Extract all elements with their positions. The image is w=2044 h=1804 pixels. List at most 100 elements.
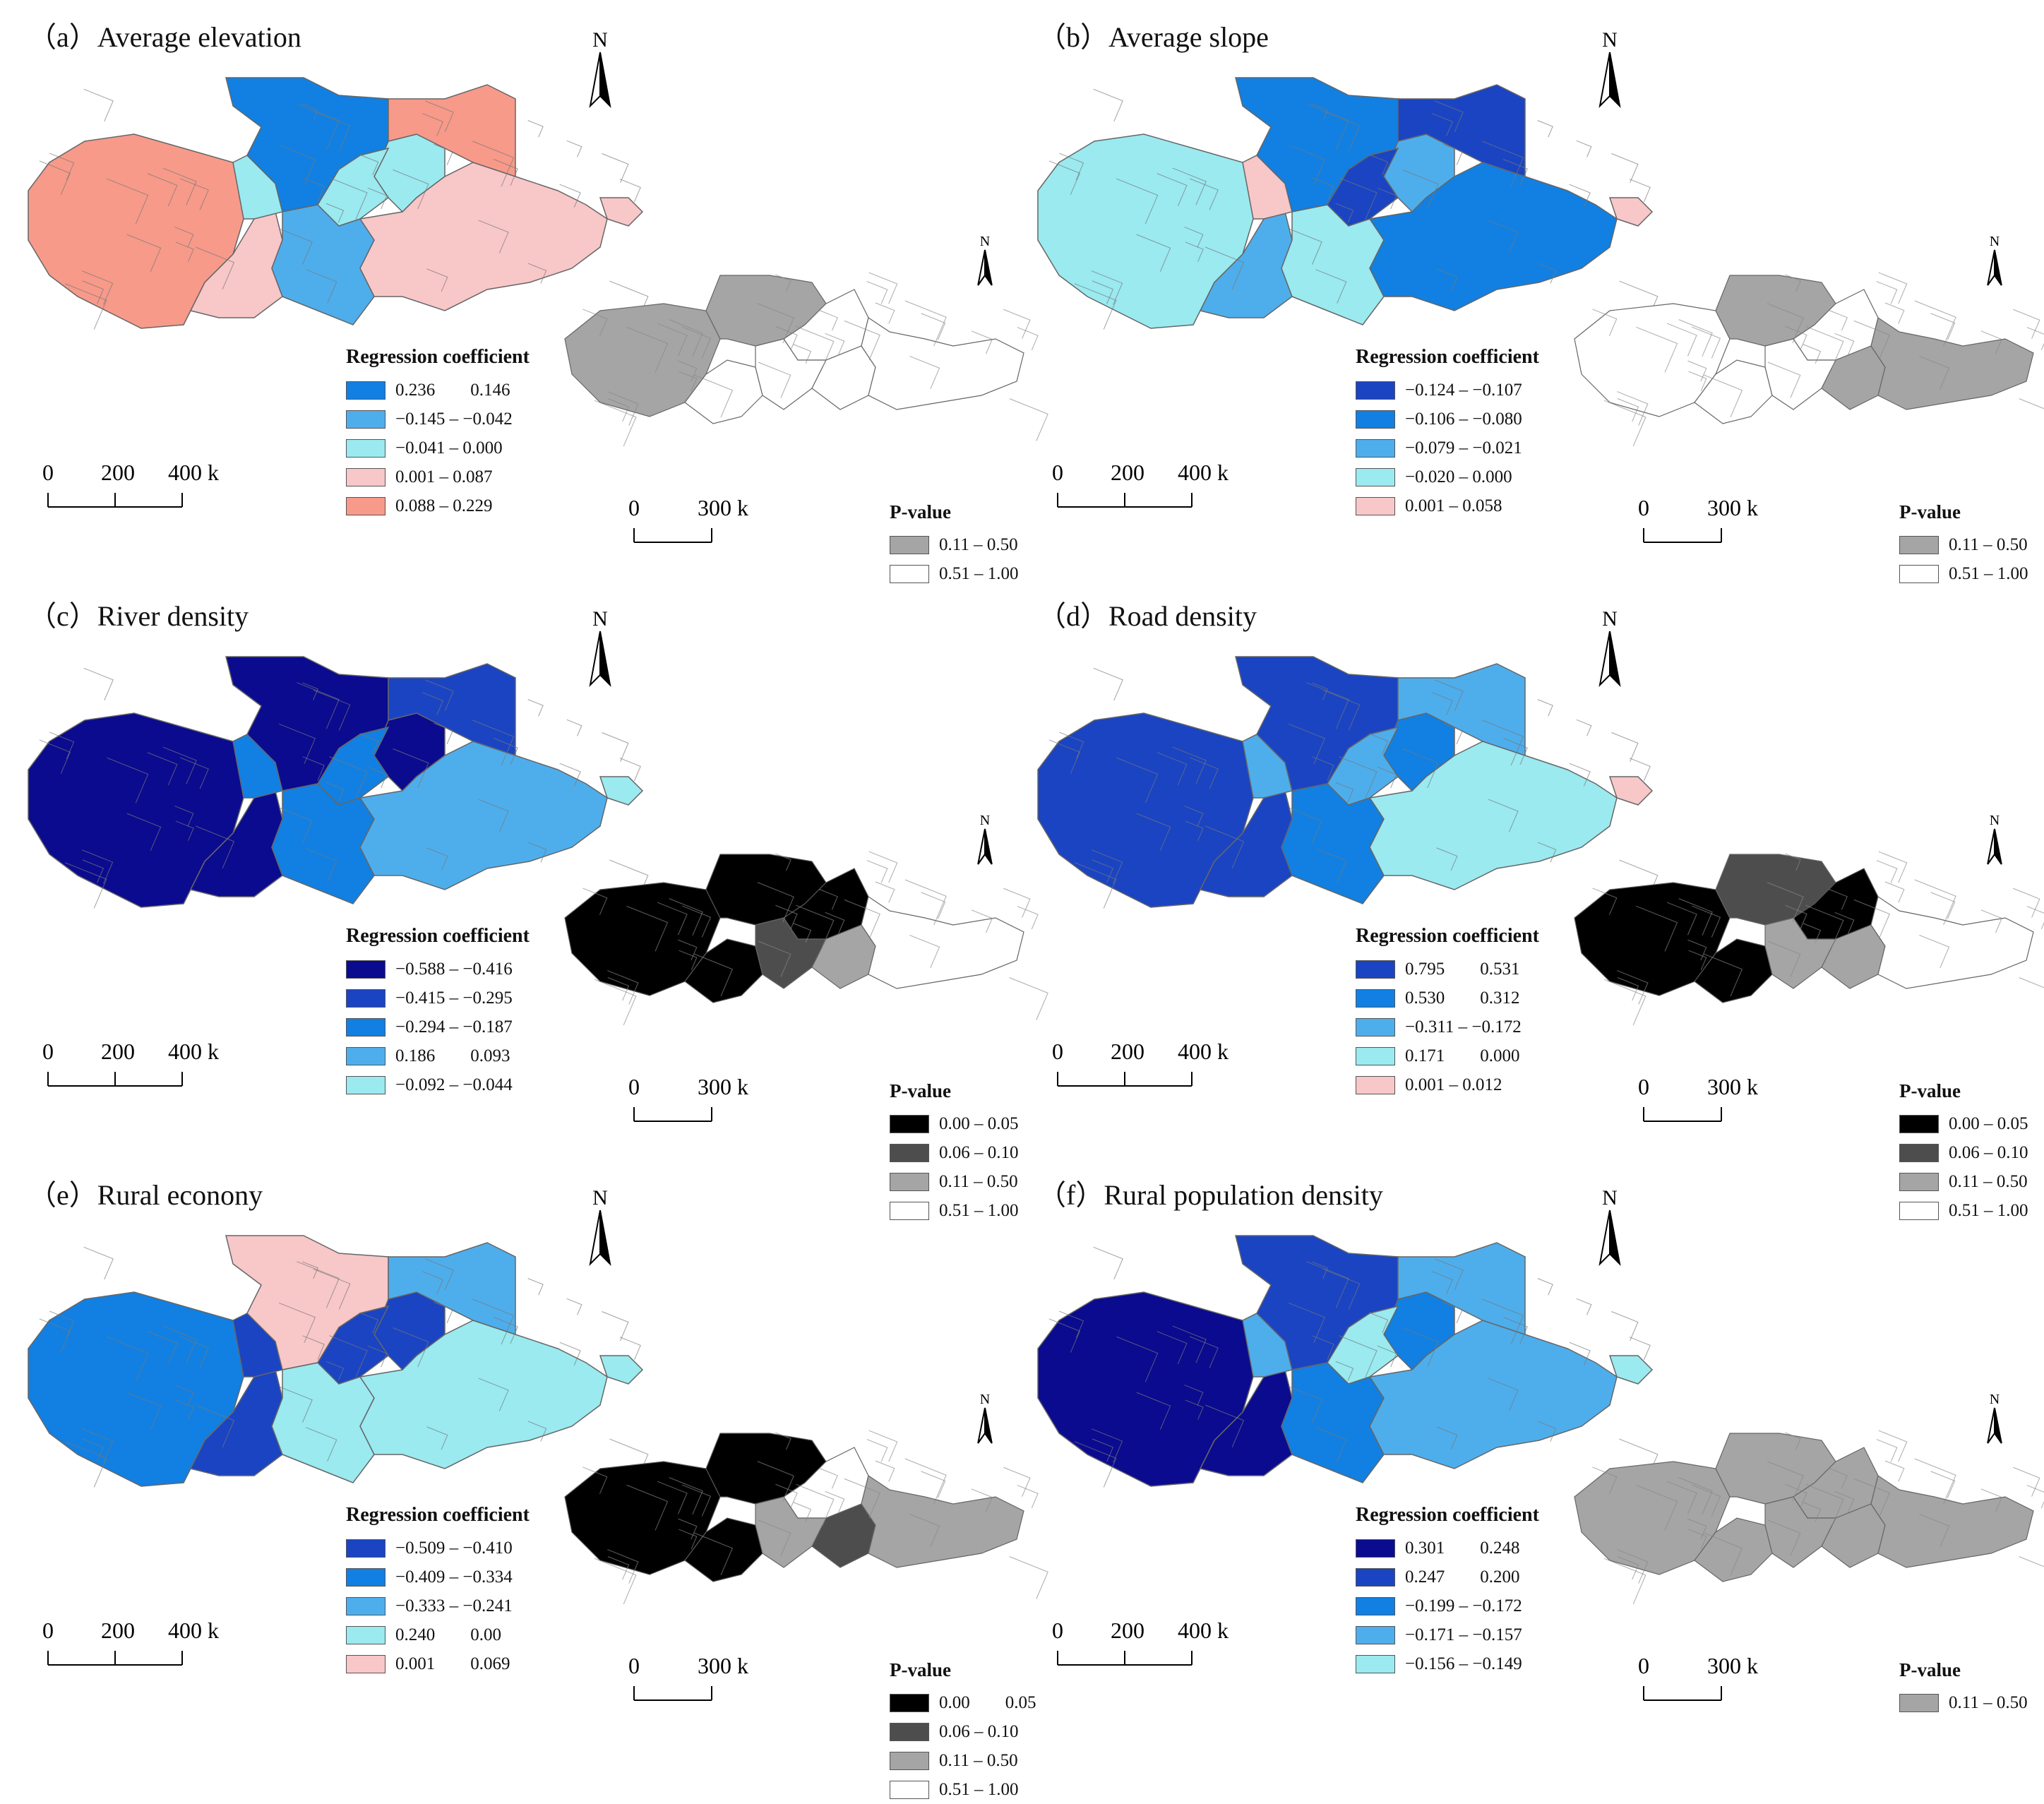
north-arrow: N xyxy=(1980,233,2009,289)
north-arrow: N xyxy=(1589,28,1631,113)
p-value-legend: P-value 0.11 – 0.50 xyxy=(1899,1659,2028,1717)
scale-label: 0 xyxy=(1638,495,1649,520)
panel-title: （c）River density xyxy=(28,600,249,632)
p-legend-swatch xyxy=(1899,1143,1939,1162)
legend-item: −0.106 – −0.080 xyxy=(1356,405,1539,434)
legend-swatch xyxy=(346,960,386,979)
legend-label: 0.301 0.248 xyxy=(1405,1538,1520,1558)
legend-item: 0.001 0.069 xyxy=(346,1649,530,1678)
district-boundaries xyxy=(39,667,649,909)
p-legend-swatch xyxy=(890,535,929,554)
scale-label: 200 xyxy=(1111,460,1144,485)
legend-label: 0.530 0.312 xyxy=(1405,988,1520,1008)
legend-item: 0.795 0.531 xyxy=(1356,955,1539,984)
map-region xyxy=(599,197,644,227)
north-label: N xyxy=(980,813,990,828)
north-arrow: N xyxy=(579,607,621,692)
p-legend-label: 0.00 0.05 xyxy=(939,1692,1036,1712)
legend-swatch xyxy=(1356,1625,1395,1644)
legend-item: −0.588 – −0.416 xyxy=(346,955,530,984)
legend-item: −0.509 – −0.410 xyxy=(346,1534,530,1563)
map-region xyxy=(1397,84,1526,178)
north-label: N xyxy=(980,234,990,249)
legend-swatch xyxy=(346,1567,386,1587)
scale-label: 0 xyxy=(1052,1039,1063,1064)
legend-label: −0.020 – 0.000 xyxy=(1405,467,1512,486)
legend-title: Regression coefficient xyxy=(1356,346,1539,368)
p-legend-item: 0.11 – 0.50 xyxy=(890,530,1019,559)
coefficient-legend: Regression coefficient 0.236 0.146 −0.145 … xyxy=(346,346,530,520)
district-boundaries xyxy=(1048,1246,1658,1488)
legend-swatch xyxy=(346,381,386,400)
legend-title: Regression coefficient xyxy=(346,346,530,368)
scale-label: 0 xyxy=(1052,1618,1063,1643)
legend-item: 0.247 0.200 xyxy=(1356,1563,1539,1591)
legend-item: −0.333 – −0.241 xyxy=(346,1591,530,1620)
scale-bar: 0 200 400 km xyxy=(1052,1038,1246,1094)
p-legend-label: 0.51 – 1.00 xyxy=(939,563,1019,583)
scale-bar: 0 300 km xyxy=(1638,1073,1776,1130)
scale-label: 400 km xyxy=(1178,460,1229,485)
scale-label: 300 km xyxy=(698,1074,748,1099)
north-arrow-left-icon xyxy=(1598,52,1610,108)
p-legend-label: 0.06 – 0.10 xyxy=(1949,1142,2028,1162)
north-arrow-left-icon xyxy=(1987,249,1995,286)
legend-label: −0.509 – −0.410 xyxy=(395,1538,513,1558)
scale-label: 200 xyxy=(1111,1618,1144,1643)
district-boundaries xyxy=(582,851,1048,1026)
p-map-region xyxy=(1870,896,2034,989)
p-legend-swatch xyxy=(1899,1172,1939,1191)
legend-swatch xyxy=(346,1539,386,1558)
north-arrow-left-icon xyxy=(1987,1407,1995,1444)
p-legend-label: 0.11 – 0.50 xyxy=(1949,1692,2028,1712)
legend-item: −0.079 – −0.021 xyxy=(1356,434,1539,462)
scale-label: 300 km xyxy=(698,495,748,520)
district-boundaries xyxy=(1592,1430,2044,1605)
scale-label: 0 xyxy=(628,495,640,520)
legend-item: −0.124 – −0.107 xyxy=(1356,376,1539,405)
legend-label: −0.145 – −0.042 xyxy=(395,409,513,429)
north-label: N xyxy=(592,28,608,52)
north-arrow: N xyxy=(971,812,999,868)
legend-swatch xyxy=(346,496,386,515)
p-legend-label: 0.51 – 1.00 xyxy=(939,1779,1019,1799)
legend-item: 0.001 – 0.012 xyxy=(1356,1070,1539,1099)
p-value-map xyxy=(1567,1391,2044,1624)
p-legend-swatch xyxy=(1899,1114,1939,1133)
district-boundaries xyxy=(39,88,649,330)
legend-label: −0.106 – −0.080 xyxy=(1405,409,1522,429)
panel-title: （d）Road density xyxy=(1038,600,1257,632)
legend-swatch xyxy=(1356,1654,1395,1673)
legend-label: −0.311 – −0.172 xyxy=(1405,1017,1522,1037)
p-value-map xyxy=(558,233,1052,466)
scale-label: 400 km xyxy=(168,1618,219,1643)
legend-label: 0.001 – 0.012 xyxy=(1405,1075,1502,1094)
north-arrow-right-icon xyxy=(1994,249,2002,286)
p-legend-item: 0.51 – 1.00 xyxy=(1899,559,2028,588)
legend-item: 0.001 – 0.058 xyxy=(1356,491,1539,520)
north-label: N xyxy=(1990,234,2000,249)
p-value-legend: P-value 0.11 – 0.50 0.51 – 1.00 xyxy=(890,501,1019,588)
legend-item: 0.171 0.000 xyxy=(1356,1041,1539,1070)
legend-item: −0.171 – −0.157 xyxy=(1356,1620,1539,1649)
map-region xyxy=(1608,776,1654,806)
legend-swatch xyxy=(1356,1539,1395,1558)
legend-swatch xyxy=(346,1046,386,1065)
north-arrow: N xyxy=(1589,1186,1631,1271)
p-legend-swatch xyxy=(890,1780,929,1799)
scale-label: 0 xyxy=(1052,460,1063,485)
legend-label: −0.156 – −0.149 xyxy=(1405,1654,1522,1673)
scale-label: 0 xyxy=(42,460,54,485)
scale-bar: 0 200 400 km xyxy=(42,1617,237,1673)
scale-label: 0 xyxy=(628,1074,640,1099)
map-region xyxy=(388,1242,516,1336)
scale-label: 200 xyxy=(101,460,135,485)
scale-bar: 0 200 400 km xyxy=(1052,459,1246,515)
legend-label: 0.240 0.00 xyxy=(395,1625,501,1644)
legend-swatch xyxy=(1356,496,1395,515)
map-region xyxy=(1608,1355,1654,1385)
map-panel: （c）River density N N Regression coefficient… xyxy=(21,586,1048,1220)
map-region xyxy=(388,663,516,757)
legend-item: −0.415 – −0.295 xyxy=(346,984,530,1012)
legend-swatch xyxy=(346,467,386,486)
